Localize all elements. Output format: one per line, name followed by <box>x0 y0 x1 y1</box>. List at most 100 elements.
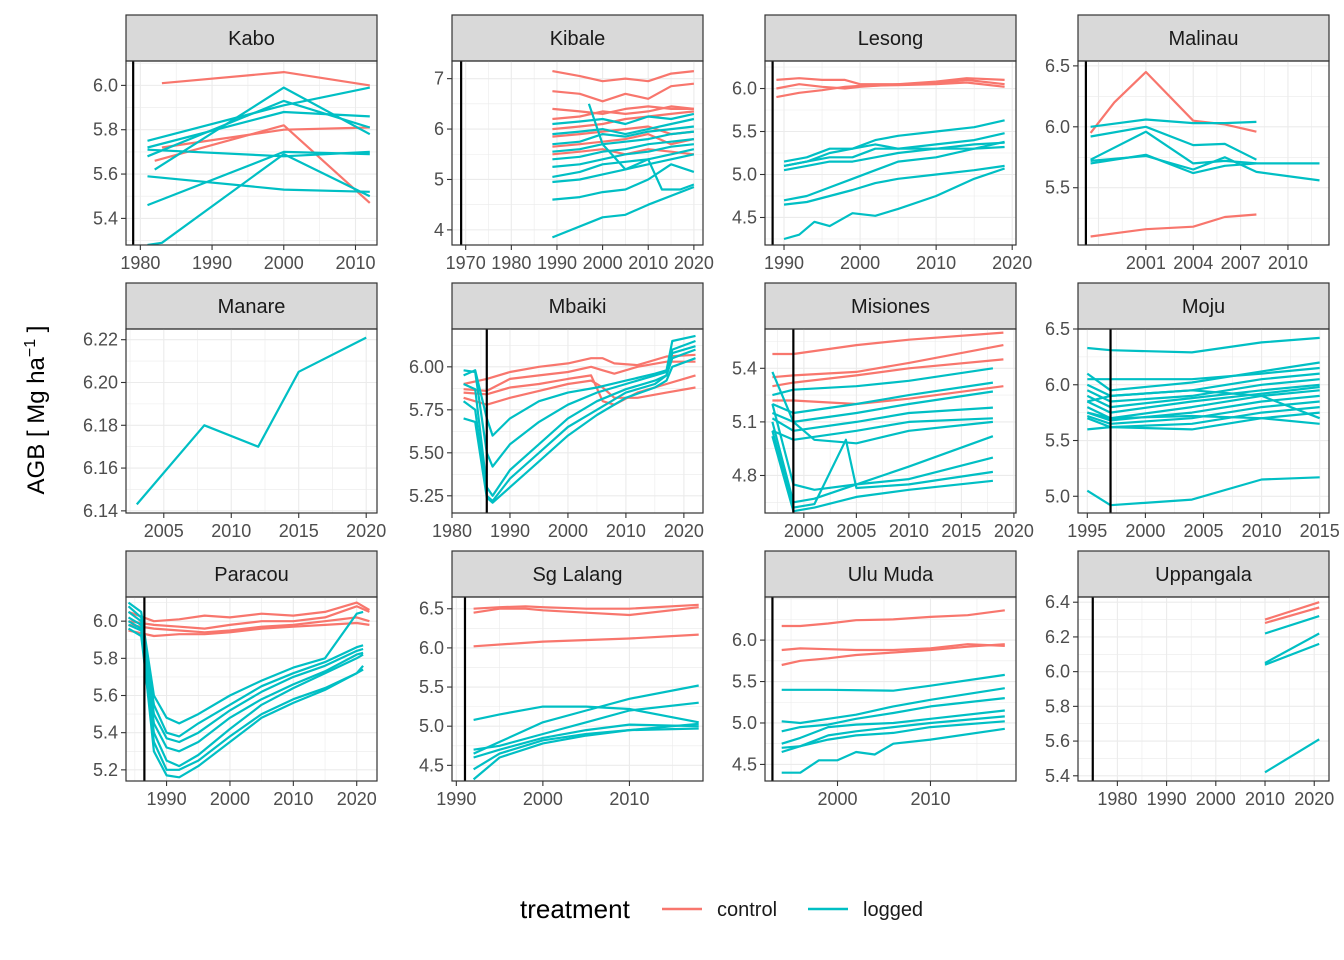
strip-label-mbaiki: Mbaiki <box>549 296 607 318</box>
series-line-logged-5 <box>781 687 1005 725</box>
strip-malinau <box>1077 14 1330 62</box>
y-tick-label: 5 <box>434 169 444 189</box>
x-tick-label: 1990 <box>537 253 577 273</box>
y-tick-label: 7 <box>434 69 444 89</box>
y-tick-label: 5.4 <box>93 208 118 228</box>
y-tick-label: 4.5 <box>732 207 757 227</box>
y-tick-label: 5.4 <box>732 358 757 378</box>
series-ulu-muda <box>771 597 1005 781</box>
x-tick-label: 1980 <box>1097 789 1137 809</box>
panel-kabo: Kabo 1980 1990 2000 2010 5.4 5.6 5.8 6.0 <box>93 14 378 273</box>
strip-mbaiki <box>451 282 704 330</box>
x-tick-label: 2010 <box>1242 521 1282 541</box>
x-tick-label: 1980 <box>491 253 531 273</box>
y-tick-label: 6.0 <box>1045 375 1070 395</box>
x-tick-label: 2020 <box>337 789 377 809</box>
series-line-control-7 <box>552 133 695 148</box>
x-tick-label: 2010 <box>606 521 646 541</box>
y-tick-label: 6.16 <box>83 458 118 478</box>
series-line-logged-12 <box>771 421 994 504</box>
strip-label-sg-lalang: Sg Lalang <box>532 564 622 586</box>
series-moju <box>1086 329 1321 513</box>
y-tick-label: 4.5 <box>419 755 444 775</box>
series-line-logged-3 <box>1264 615 1320 635</box>
series-line-logged-2 <box>1086 361 1320 392</box>
y-tick-label: 6.22 <box>83 330 118 350</box>
series-line-control-1 <box>772 331 1004 356</box>
strip-paracou <box>125 550 378 598</box>
x-tick-label: 2010 <box>609 789 649 809</box>
y-tick-label: 6.0 <box>732 630 757 650</box>
panel-sg-lalang: Sg Lalang 1990 2000 2010 4.5 5.0 5.5 6.0 6.5 <box>419 550 704 809</box>
x-tick-label: 2000 <box>817 789 857 809</box>
series-line-logged-5 <box>783 132 1005 167</box>
series-line-control-3 <box>473 633 699 648</box>
y-tick-label: 5.5 <box>732 122 757 142</box>
series-line-logged-3 <box>1087 366 1320 381</box>
panel-paracou: Paracou 1990 2000 2010 2020 5.2 5.4 5.6 5.8 6.0 <box>93 550 378 809</box>
series-line-logged-4 <box>473 705 699 724</box>
series-line-logged-8 <box>771 406 993 432</box>
panel-border-kibale <box>451 60 704 246</box>
series-line-logged-11 <box>771 403 994 491</box>
y-tick-label: 5.4 <box>93 723 118 743</box>
series-mbaiki <box>462 329 696 513</box>
x-tick-label: 2010 <box>273 789 313 809</box>
series-line-logged-14 <box>552 143 695 168</box>
x-tick-label: 2010 <box>628 253 668 273</box>
series-line-logged-3 <box>1090 118 1257 128</box>
series-line-logged-7 <box>781 709 1005 745</box>
series-line-logged-7 <box>1090 154 1320 182</box>
x-tick-label: 2015 <box>1300 521 1340 541</box>
x-tick-label: 2020 <box>994 521 1034 541</box>
series-line-logged-9 <box>1086 394 1320 422</box>
series-line-logged-15 <box>1086 476 1320 507</box>
series-line-logged-1 <box>1087 336 1320 354</box>
panel-lesong: Lesong 1990 2000 2010 2020 4.5 5.0 5.5 6.0 <box>732 14 1032 273</box>
x-tick-label: 2000 <box>1125 521 1165 541</box>
y-tick-label: 5.6 <box>93 164 118 184</box>
y-tick-label: 6.5 <box>1045 319 1070 339</box>
series-line-logged-7 <box>783 145 1005 172</box>
series-manare <box>135 336 367 506</box>
y-tick-label: 5.1 <box>732 412 757 432</box>
series-line-control-1 <box>776 77 1005 86</box>
strip-misiones <box>764 282 1017 330</box>
y-tick-label: 5.75 <box>409 400 444 420</box>
x-tick-label: 2015 <box>941 521 981 541</box>
series-line-control-4 <box>552 105 695 121</box>
x-tick-label: 2005 <box>1183 521 1223 541</box>
y-tick-label: 5.0 <box>732 713 757 733</box>
series-line-logged-14 <box>1087 389 1321 420</box>
x-tick-label: 2000 <box>548 521 588 541</box>
series-line-logged-6 <box>127 605 364 738</box>
y-tick-label: 5.8 <box>93 120 118 140</box>
series-line-control-1 <box>463 353 696 386</box>
x-tick-label: 1980 <box>120 253 160 273</box>
series-lesong <box>771 61 1005 245</box>
x-tick-label: 2010 <box>335 253 375 273</box>
series-line-logged-5 <box>473 684 699 755</box>
y-tick-label: 6 <box>434 119 444 139</box>
strip-lesong <box>764 14 1017 62</box>
x-tick-label: 2000 <box>784 521 824 541</box>
series-sg-lalang <box>463 597 699 781</box>
series-line-logged-15 <box>552 148 695 178</box>
x-tick-label: 2004 <box>1173 253 1213 273</box>
x-tick-label: 1980 <box>432 521 472 541</box>
series-line-control-2 <box>463 360 696 392</box>
x-tick-label: 2005 <box>836 521 876 541</box>
y-tick-label: 6.0 <box>732 79 757 99</box>
series-line-logged-17 <box>552 163 695 201</box>
legend-label-logged: logged <box>863 899 923 921</box>
x-tick-label: 1990 <box>764 253 804 273</box>
x-tick-label: 2020 <box>992 253 1032 273</box>
series-line-logged-9 <box>783 164 1005 206</box>
y-tick-label: 6.4 <box>1045 592 1070 612</box>
series-line-logged-10 <box>1086 400 1320 425</box>
y-tick-label: 4.5 <box>732 754 757 774</box>
x-tick-label: 2010 <box>1245 789 1285 809</box>
strip-label-paracou: Paracou <box>214 564 289 586</box>
y-tick-label: 5.0 <box>732 164 757 184</box>
series-line-logged-10 <box>781 727 1005 774</box>
